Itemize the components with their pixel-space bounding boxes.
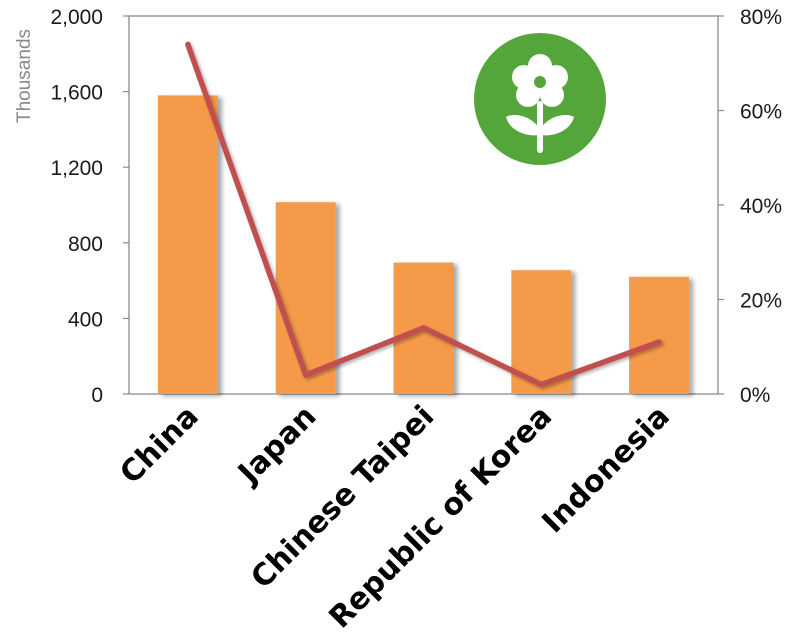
right-tick-label: 60% (740, 101, 782, 124)
category-label: Japan (230, 399, 323, 492)
right-tick-label: 80% (740, 6, 782, 29)
bar-series (157, 95, 690, 395)
line-point-republic-of-korea (540, 384, 542, 386)
flower-icon (474, 33, 606, 165)
right-tick-label: 20% (740, 290, 782, 313)
line-point-china (187, 43, 189, 45)
line-point-chinese-taipei (423, 327, 424, 329)
left-tick-label: 2,000 (50, 6, 103, 29)
left-tick-label: 800 (68, 233, 103, 256)
right-tick-label: 40% (740, 195, 782, 218)
category-label: China (113, 399, 205, 491)
left-axis: 0 400 800 1,200 1,600 2,000 (50, 6, 129, 407)
left-tick-label: 1,600 (50, 82, 103, 105)
y-axis-title: Thousands (14, 29, 35, 123)
right-tick-label: 0% (740, 384, 770, 407)
category-label: Indonesia (536, 399, 677, 540)
category-label: Republic of Korea (323, 399, 559, 634)
line-series (185, 41, 662, 388)
bar-china (157, 95, 218, 395)
bar-indonesia (629, 276, 690, 394)
line-point-japan (305, 374, 307, 376)
line-point-indonesia (658, 341, 660, 343)
left-tick-label: 0 (91, 384, 103, 407)
right-axis: 0% 20% 40% 60% 80% (718, 6, 782, 407)
left-tick-label: 1,200 (50, 157, 103, 180)
left-tick-label: 400 (68, 308, 103, 331)
bar-japan (275, 202, 336, 394)
